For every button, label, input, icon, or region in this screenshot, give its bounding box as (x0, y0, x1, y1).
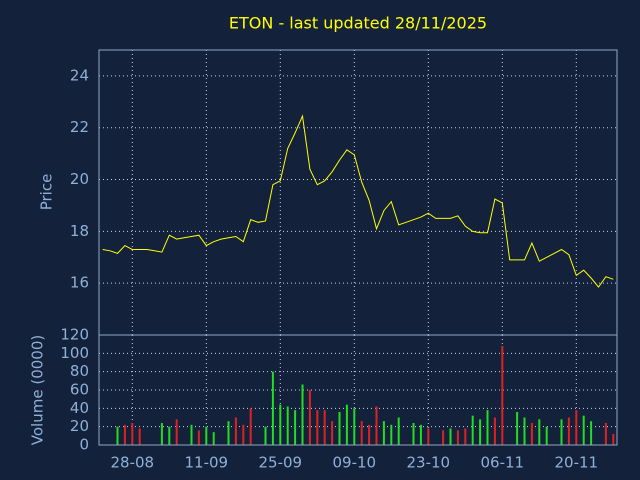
volume-bar (390, 424, 393, 445)
volume-bar (264, 426, 267, 445)
y-tick-label: 16 (70, 274, 89, 292)
volume-bar (464, 428, 467, 445)
volume-bar (123, 424, 126, 445)
x-tick-label: 09-10 (333, 454, 377, 472)
volume-bar (501, 346, 504, 445)
volume-bar (397, 417, 400, 445)
volume-bar (323, 410, 326, 445)
volume-bar (353, 408, 356, 445)
volume-bar (197, 430, 200, 445)
price-line (102, 114, 614, 288)
volume-bar (160, 423, 163, 445)
volume-bar (138, 428, 141, 445)
volume-bar (294, 410, 297, 445)
y-tick-label: 100 (60, 344, 89, 362)
y-axis-label: Price (38, 174, 56, 211)
volume-bar (582, 415, 585, 445)
volume-bar (271, 371, 274, 445)
volume-bar (486, 410, 489, 445)
volume-bar (604, 423, 607, 445)
y-tick-label: 120 (60, 326, 89, 344)
y-tick-label: 22 (70, 118, 89, 136)
volume-bar (131, 423, 134, 445)
volume-bar (456, 430, 459, 445)
y-tick-label: 40 (70, 399, 89, 417)
x-tick-label: 25-09 (259, 454, 303, 472)
volume-bar (419, 424, 422, 445)
volume-bar (331, 421, 334, 445)
volume-bar (590, 421, 593, 445)
x-tick-label: 20-11 (555, 454, 599, 472)
x-tick-label: 23-10 (407, 454, 451, 472)
volume-bar (212, 432, 215, 445)
volume-bar (575, 410, 578, 445)
volume-bar (338, 412, 341, 445)
volume-bar (308, 390, 311, 445)
x-tick-label: 06-11 (481, 454, 525, 472)
volume-bar (242, 424, 245, 445)
chart-title: ETON - last updated 28/11/2025 (229, 14, 487, 33)
volume-bar (360, 421, 363, 445)
plot-frame (98, 334, 618, 446)
volume-bar (175, 419, 178, 445)
volume-bar (227, 421, 230, 445)
volume-bar (545, 426, 548, 445)
volume-bar (538, 419, 541, 445)
volume-bar (345, 404, 348, 445)
y-tick-label: 18 (70, 222, 89, 240)
y-tick-label: 60 (70, 381, 89, 399)
volume-bar (560, 419, 563, 445)
volume-bar (516, 412, 519, 445)
volume-bar (449, 428, 452, 445)
volume-bar (116, 426, 119, 445)
volume-bar (301, 384, 304, 445)
volume-bar (375, 406, 378, 445)
volume-bar (471, 415, 474, 445)
y-tick-label: 0 (79, 436, 89, 454)
volume-bar (190, 424, 193, 445)
volume-bar (279, 404, 282, 445)
volume-bar (442, 430, 445, 445)
y-tick-label: 20 (70, 417, 89, 435)
volume-bar (427, 428, 430, 445)
volume-bar (479, 419, 482, 445)
volume-bar (205, 426, 208, 445)
volume-bar (168, 426, 171, 445)
volume-bar (234, 417, 237, 445)
volume-bar (567, 417, 570, 445)
x-tick-label: 28-08 (111, 454, 155, 472)
volume-bar (412, 423, 415, 445)
volume-bar (612, 434, 615, 445)
volume-bar (530, 423, 533, 445)
y-tick-label: 80 (70, 362, 89, 380)
volume-bar (523, 417, 526, 445)
volume-bar (249, 408, 252, 445)
volume-bar (286, 406, 289, 445)
y-tick-label: 24 (70, 66, 89, 84)
y-tick-label: 20 (70, 170, 89, 188)
volume-bar (368, 424, 371, 445)
volume-bar (316, 410, 319, 445)
y-axis-label: Volume (0000) (29, 335, 47, 445)
volume-bar (493, 417, 496, 445)
volume-bar (382, 421, 385, 445)
x-tick-label: 11-09 (185, 454, 229, 472)
